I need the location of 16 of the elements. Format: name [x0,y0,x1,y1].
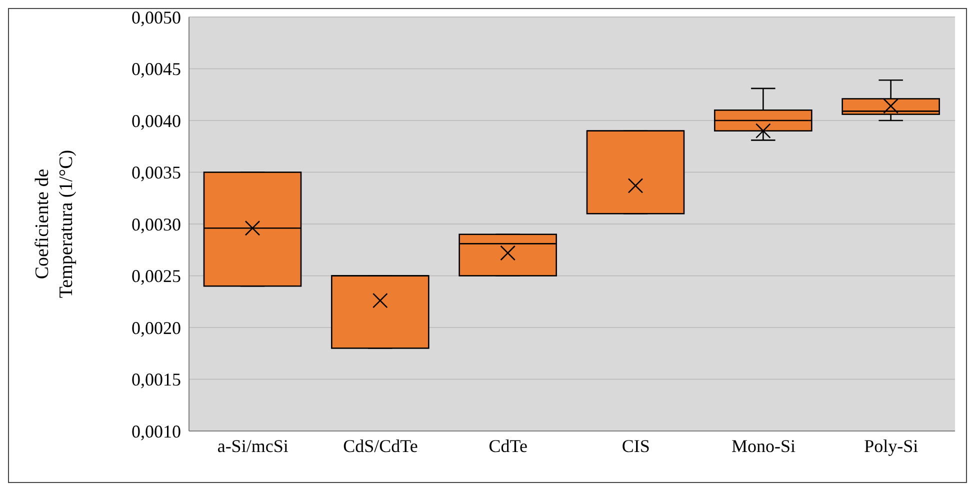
y-tick-label: 0,0020 [132,318,181,338]
y-tick-label: 0,0050 [132,7,181,28]
y-tick-label: 0,0010 [132,421,181,442]
y-tick-label: 0,0030 [132,214,181,234]
x-tick-label: Mono-Si [731,436,796,456]
y-axis-title: Coeficiente de Temperatura (1/°C) [32,150,77,298]
x-tick-label: Poly-Si [864,436,918,456]
x-tick-label: a-Si/mcSi [217,436,288,456]
x-tick-label: CdTe [488,436,528,456]
y-tick-label: 0,0015 [132,370,181,390]
y-tick-label: 0,0025 [132,266,181,286]
x-tick-label: CdS/CdTe [343,436,418,456]
y-tick-label: 0,0035 [132,162,181,183]
y-tick-label: 0,0040 [132,110,181,131]
y-tick-label: 0,0045 [132,59,181,80]
x-tick-label: CIS [622,436,650,456]
